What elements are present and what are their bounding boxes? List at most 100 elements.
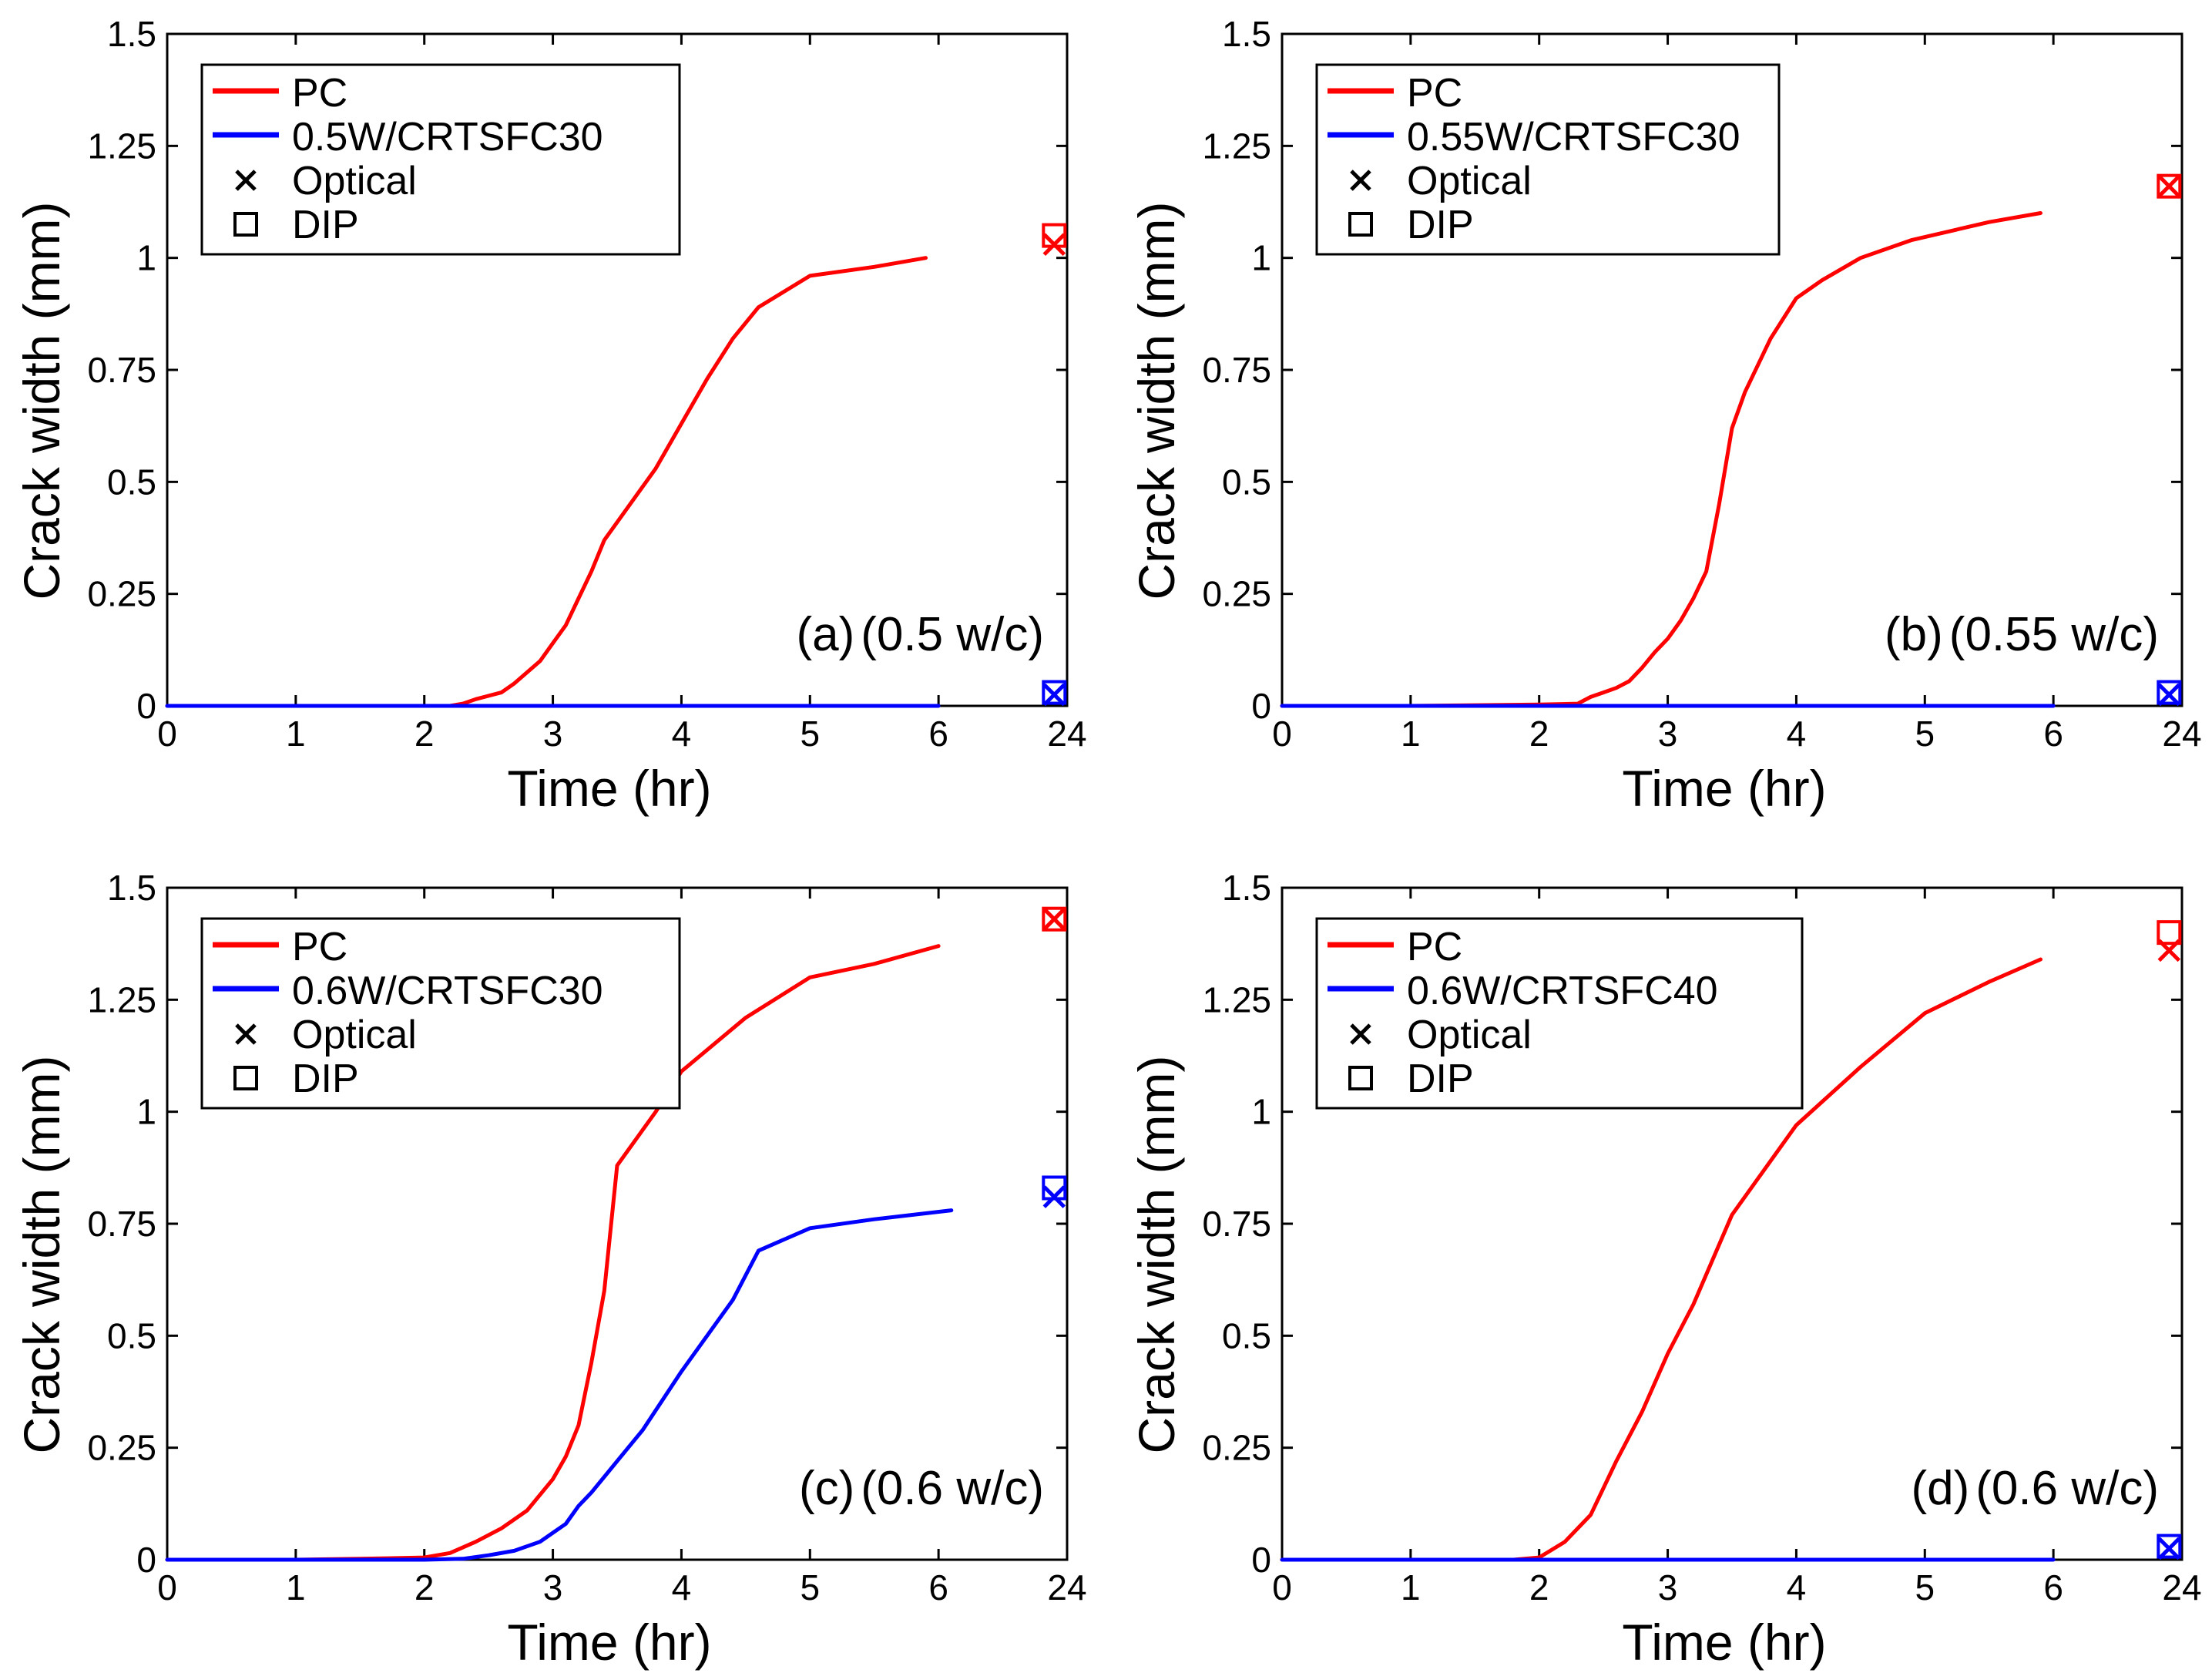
- x-tick-label: 6: [928, 1567, 948, 1607]
- legend-label: DIP: [1407, 203, 1474, 247]
- y-tick-label: 1.25: [87, 979, 156, 1020]
- panel-letter: (d): [1912, 1462, 1970, 1515]
- y-tick-label: 1.25: [1202, 126, 1271, 166]
- x-axis-label: Time (hr): [507, 760, 711, 817]
- y-tick-label: 1.5: [1222, 14, 1271, 54]
- x-tick-label: 3: [1658, 714, 1678, 754]
- chart-panel-a: 0 1 2 3 4 5 6 24 0 0.25 0.5 0.75 1 1.25 1.5 Time (hr) Cr…: [13, 14, 1087, 817]
- y-tick-label: 1.5: [107, 868, 156, 908]
- panel-condition: (0.55 w/c): [1949, 608, 2159, 661]
- y-axis-label: Crack width (mm): [1128, 201, 1185, 600]
- y-tick-label: 0.75: [87, 1204, 156, 1244]
- x-tick-label: 6: [2043, 1567, 2063, 1607]
- x-tick-label: 3: [543, 714, 563, 754]
- y-tick-label: 1: [136, 238, 156, 278]
- x-axis-label: Time (hr): [1622, 760, 1826, 817]
- panel-annotation: (c) (0.6 w/c): [799, 1462, 1044, 1515]
- x-tick-label: 24: [2162, 714, 2201, 754]
- legend-dip-icon: [1348, 1066, 1373, 1090]
- panel-letter: (b): [1885, 608, 1943, 661]
- legend-label: 0.6W/CRTSFC40: [1407, 969, 1718, 1013]
- legend-dip-icon: [233, 1066, 258, 1090]
- y-tick-label: 1: [136, 1092, 156, 1132]
- legend-label: 0.55W/CRTSFC30: [1407, 115, 1740, 160]
- y-tick-label: 1.5: [107, 14, 156, 54]
- x-tick-label: 4: [672, 1567, 692, 1607]
- legend-label: 0.6W/CRTSFC30: [292, 969, 603, 1013]
- legend-box: [1315, 917, 1804, 1110]
- legend-label: Optical: [1407, 1013, 1532, 1057]
- legend-label: PC: [292, 925, 347, 969]
- dip-marker: [1042, 680, 1067, 705]
- dip-marker: [2157, 680, 2182, 705]
- panel-condition: (0.6 w/c): [1975, 1462, 2159, 1515]
- panel-annotation: (d) (0.6 w/c): [1912, 1462, 2160, 1515]
- y-tick-label: 1: [1251, 1092, 1271, 1132]
- x-tick-label: 4: [1787, 714, 1807, 754]
- chart-panel-c: 0 1 2 3 4 5 6 24 0 0.25 0.5 0.75 1 1.25 1.5 Time (hr) Cr…: [13, 868, 1087, 1671]
- legend-label: DIP: [1407, 1057, 1474, 1101]
- x-tick-label: 1: [1401, 714, 1421, 754]
- y-tick-label: 0.5: [1222, 462, 1271, 502]
- optical-marker: [1042, 233, 1066, 256]
- optical-marker: [2157, 174, 2181, 198]
- legend-label: Optical: [1407, 159, 1532, 203]
- legend-label: PC: [1407, 71, 1462, 116]
- y-tick-label: 0.5: [107, 462, 156, 502]
- x-tick-label: 5: [1915, 1567, 1935, 1607]
- x-tick-label: 5: [800, 714, 820, 754]
- panel-condition: (0.5 w/c): [861, 608, 1044, 661]
- y-tick-label: 0.75: [87, 350, 156, 390]
- optical-marker: [1042, 907, 1066, 931]
- legend-label: Optical: [292, 1013, 417, 1057]
- panel-letter: (a): [797, 608, 855, 661]
- x-tick-label: 3: [1658, 1567, 1678, 1607]
- legend-optical-icon: [235, 170, 257, 191]
- x-axis-label: Time (hr): [507, 1614, 711, 1671]
- series-line-pc: [1280, 211, 2042, 708]
- x-tick-label: 1: [286, 714, 306, 754]
- y-tick-label: 1.25: [87, 126, 156, 166]
- x-tick-label: 0: [1272, 714, 1292, 754]
- x-tick-label: 4: [672, 714, 692, 754]
- x-tick-label: 2: [1529, 714, 1549, 754]
- dip-marker: [1042, 906, 1067, 932]
- legend-box: [200, 63, 681, 256]
- dip-marker: [2157, 920, 2182, 946]
- legend-optical-icon: [1350, 170, 1371, 191]
- y-axis-label: Crack width (mm): [1128, 1055, 1185, 1453]
- x-tick-label: 24: [2162, 1567, 2201, 1607]
- x-tick-label: 6: [928, 714, 948, 754]
- panel-annotation: (b) (0.55 w/c): [1885, 608, 2159, 661]
- panel-condition: (0.6 w/c): [861, 1462, 1044, 1515]
- x-tick-label: 2: [415, 1567, 435, 1607]
- y-tick-label: 0.75: [1202, 350, 1271, 390]
- optical-marker: [1042, 683, 1066, 707]
- dip-marker: [2157, 173, 2182, 199]
- x-axis-label: Time (hr): [1622, 1614, 1826, 1671]
- legend-box: [200, 917, 681, 1110]
- optical-marker: [2157, 1537, 2181, 1560]
- series-line-fiber: [165, 1208, 954, 1562]
- y-tick-label: 0.5: [1222, 1315, 1271, 1356]
- legend-label: DIP: [292, 1057, 359, 1101]
- y-tick-label: 1.25: [1202, 979, 1271, 1020]
- y-tick-label: 0.5: [107, 1315, 156, 1356]
- x-tick-label: 0: [1272, 1567, 1292, 1607]
- panel-annotation: (a) (0.5 w/c): [797, 608, 1045, 661]
- dip-marker: [2157, 1534, 2182, 1559]
- y-tick-label: 0: [136, 686, 156, 726]
- x-tick-label: 1: [286, 1567, 306, 1607]
- y-axis-label: Crack width (mm): [13, 201, 70, 600]
- optical-marker: [2157, 683, 2181, 707]
- legend-dip-icon: [233, 212, 258, 237]
- y-tick-label: 0.25: [1202, 574, 1271, 614]
- legend-box: [1315, 63, 1781, 256]
- legend-label: 0.5W/CRTSFC30: [292, 115, 603, 160]
- series-line-pc: [165, 944, 941, 1562]
- y-tick-label: 0.25: [87, 1428, 156, 1468]
- legend-label: PC: [292, 71, 347, 116]
- x-tick-label: 1: [1401, 1567, 1421, 1607]
- x-tick-label: 4: [1787, 1567, 1807, 1607]
